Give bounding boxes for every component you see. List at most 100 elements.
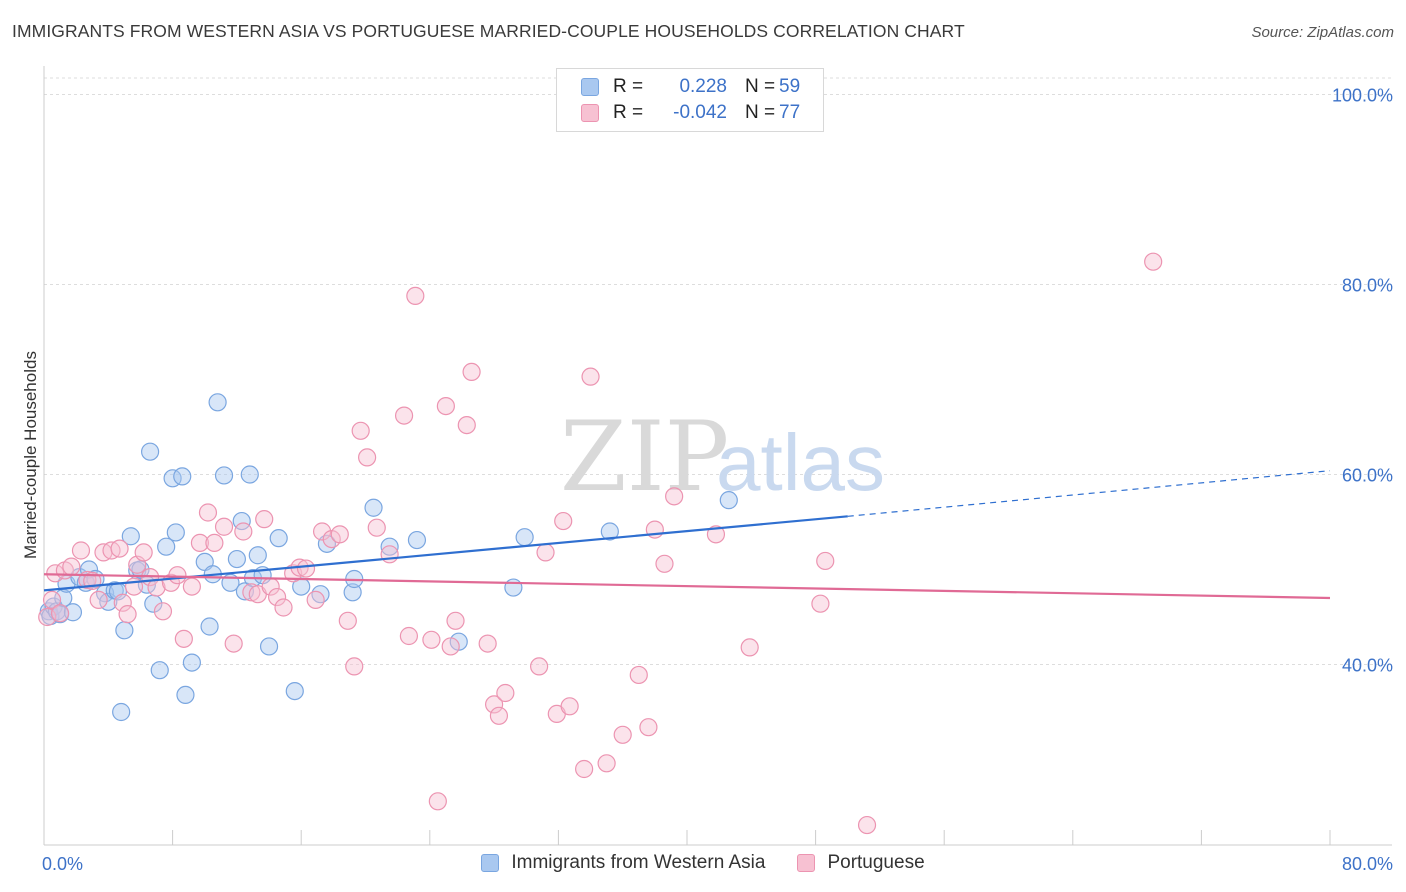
point-portuguese	[71, 541, 91, 560]
point-western-asia	[227, 549, 246, 569]
point-portuguese	[255, 510, 274, 529]
point-portuguese	[274, 598, 293, 617]
point-portuguese	[811, 594, 830, 613]
legend-label-western-asia: Immigrants from Western Asia	[511, 852, 766, 873]
legend-r-label: R =	[613, 76, 644, 97]
point-portuguese	[296, 559, 316, 578]
trend-line-western-asia	[43, 515, 848, 592]
point-portuguese	[214, 517, 234, 536]
point-western-asia	[121, 527, 140, 546]
point-portuguese	[496, 683, 515, 703]
axes	[43, 66, 1392, 846]
series-legend: Immigrants from Western Asia Portuguese	[0, 852, 1406, 874]
point-portuguese	[89, 590, 108, 610]
point-portuguese	[50, 604, 70, 623]
point-portuguese	[485, 695, 504, 714]
point-western-asia	[407, 530, 427, 550]
point-western-asia	[150, 661, 169, 680]
point-western-asia	[285, 681, 304, 701]
point-portuguese	[224, 634, 243, 653]
point-portuguese	[436, 397, 455, 416]
point-portuguese	[62, 557, 81, 576]
point-portuguese	[367, 518, 386, 537]
point-western-asia	[208, 393, 227, 412]
y-tick-label: 60.0%	[1342, 466, 1393, 486]
point-portuguese	[1144, 252, 1163, 271]
point-portuguese	[655, 554, 674, 573]
point-portuguese	[489, 706, 509, 725]
legend-item-western-asia[interactable]: Immigrants from Western Asia	[481, 852, 765, 874]
watermark-atlas: atlas	[716, 418, 885, 507]
legend-row-portuguese: R = -0.042 N = 77	[581, 100, 800, 126]
legend-r-label: R =	[613, 102, 644, 123]
point-portuguese	[338, 611, 357, 630]
chart-title: IMMIGRANTS FROM WESTERN ASIA VS PORTUGUE…	[12, 21, 965, 41]
point-portuguese	[358, 448, 377, 467]
point-western-asia	[112, 702, 131, 722]
y-tick-label: 80.0%	[1342, 276, 1393, 296]
point-portuguese	[182, 577, 201, 596]
point-western-asia	[157, 537, 176, 556]
point-portuguese	[198, 503, 218, 522]
point-western-asia	[240, 465, 259, 484]
point-western-asia	[259, 637, 279, 656]
point-portuguese	[575, 759, 594, 779]
legend-swatch-portuguese	[797, 854, 816, 872]
point-portuguese	[205, 533, 224, 553]
point-portuguese	[380, 545, 399, 564]
point-portuguese	[394, 406, 414, 425]
point-portuguese	[42, 590, 62, 610]
point-portuguese	[110, 539, 129, 558]
point-portuguese	[153, 602, 173, 621]
point-portuguese	[113, 593, 132, 612]
point-western-asia	[214, 466, 234, 485]
point-portuguese	[428, 792, 447, 811]
point-western-asia	[200, 617, 219, 636]
point-western-asia	[248, 546, 267, 565]
point-portuguese	[330, 525, 349, 544]
point-portuguese	[816, 551, 835, 571]
point-western-asia	[364, 498, 383, 517]
point-portuguese	[554, 511, 573, 531]
point-portuguese	[639, 718, 658, 737]
point-portuguese	[190, 533, 210, 553]
point-portuguese	[462, 362, 481, 381]
watermark: ZIP atlas	[560, 401, 885, 513]
point-western-asia	[166, 523, 185, 542]
point-portuguese	[530, 657, 549, 676]
legend-n-label: N =	[745, 102, 776, 123]
point-portuguese	[665, 487, 684, 506]
legend-item-portuguese[interactable]: Portuguese	[797, 852, 925, 874]
point-portuguese	[351, 421, 370, 440]
point-portuguese	[597, 754, 616, 773]
y-axis-label: Married-couple Households	[21, 351, 40, 559]
legend-r-value: -0.042	[673, 102, 727, 123]
point-western-asia	[311, 585, 330, 604]
x-tick-label: 80.0%	[1342, 854, 1393, 874]
point-portuguese	[478, 634, 497, 653]
trend-lines	[43, 470, 1331, 600]
legend-n-value: 59	[779, 76, 801, 97]
point-western-asia	[176, 685, 195, 705]
watermark-zip: ZIP	[560, 401, 729, 513]
point-portuguese	[174, 629, 193, 648]
legend-swatch-western-asia	[581, 78, 599, 96]
trend-line-portuguese	[43, 573, 1331, 600]
legend-label-portuguese: Portuguese	[827, 852, 925, 873]
trend-line-western-asia-extension	[847, 470, 1331, 517]
point-portuguese	[706, 525, 726, 544]
point-western-asia	[140, 442, 160, 461]
y-tick-label: 100.0%	[1332, 86, 1393, 106]
point-portuguese	[118, 605, 137, 624]
point-western-asia	[380, 537, 399, 556]
point-portuguese	[441, 637, 460, 656]
point-portuguese	[168, 566, 187, 585]
point-western-asia	[600, 522, 619, 541]
legend-row-western-asia: R = 0.228 N = 59	[581, 74, 800, 100]
point-western-asia	[719, 491, 738, 510]
point-western-asia	[515, 528, 534, 547]
point-portuguese	[312, 522, 332, 541]
legend-swatch-portuguese	[581, 104, 599, 122]
point-portuguese	[457, 416, 476, 435]
